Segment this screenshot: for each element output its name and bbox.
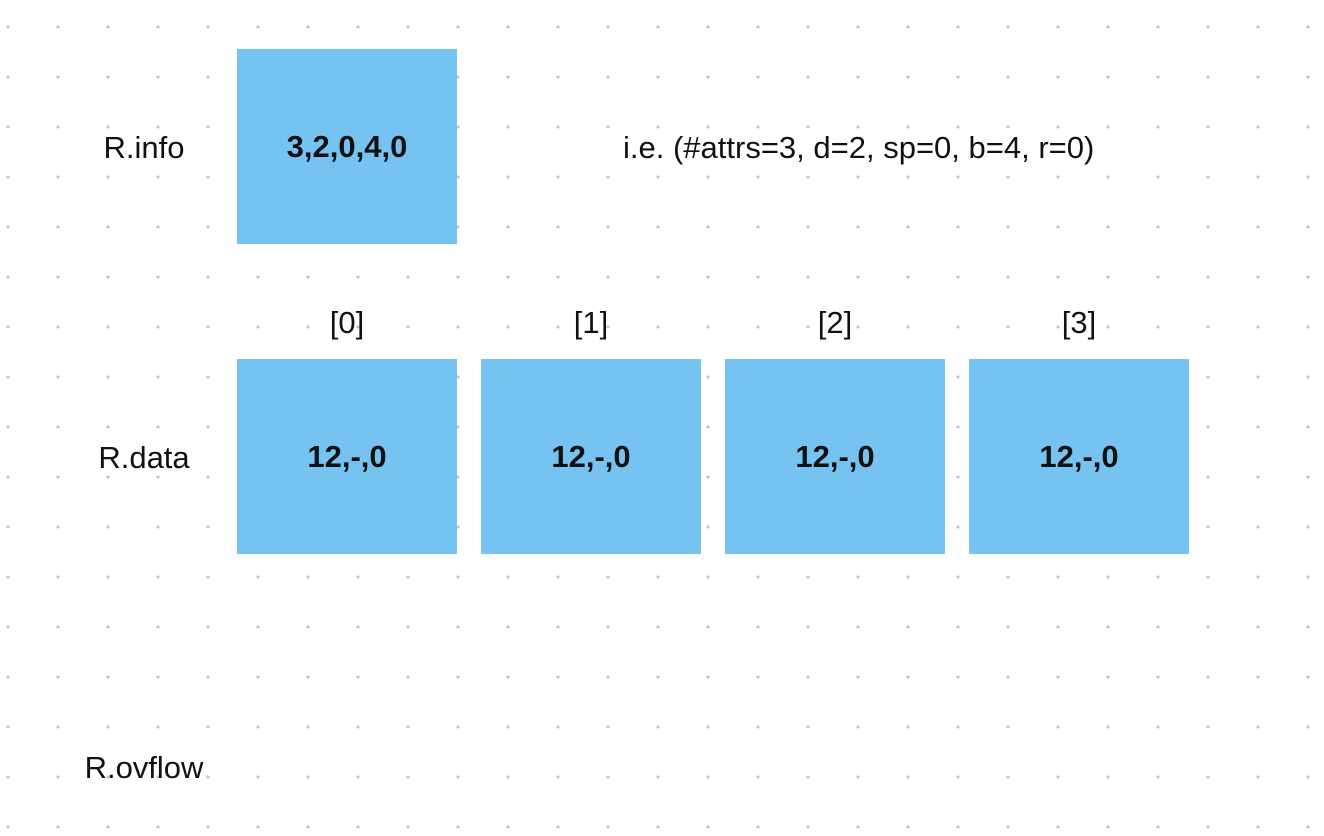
cell-index: [2] [817, 305, 853, 340]
row-label: R.ovflow [84, 750, 204, 785]
row-label: R.data [98, 440, 190, 475]
cell-index: [3] [1061, 305, 1097, 340]
cell: 12,-,0 [237, 359, 457, 554]
cell: 12,-,0 [481, 359, 701, 554]
note: i.e. (#attrs=3, d=2, sp=0, b=4, r=0) [623, 130, 1095, 165]
cell: 12,-,0 [969, 359, 1189, 554]
cell-index: [0] [329, 305, 365, 340]
cell-index: [1] [573, 305, 609, 340]
cell: 3,2,0,4,0 [237, 49, 457, 244]
cell: 12,-,0 [725, 359, 945, 554]
row-label: R.info [103, 130, 185, 165]
